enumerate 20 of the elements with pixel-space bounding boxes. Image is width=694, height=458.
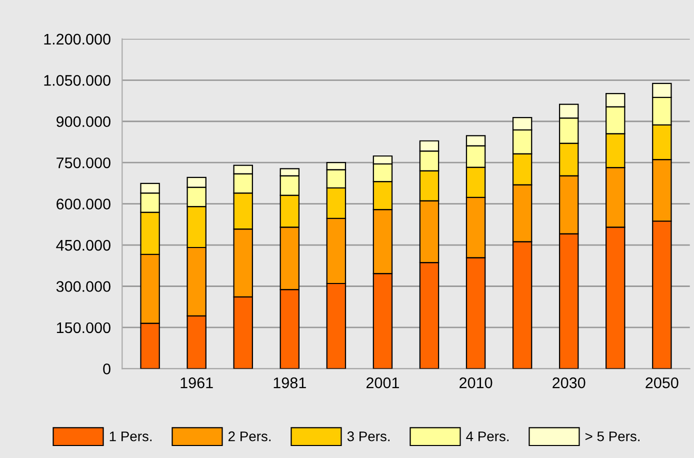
y-tick-label: 1.050.000 xyxy=(44,75,110,86)
legend-label: 4 Pers. xyxy=(466,432,509,442)
y-tick-label: 0 xyxy=(103,364,110,374)
y-tick-label: 900.000 xyxy=(56,116,110,128)
y-tick-label: 1.200.000 xyxy=(44,34,110,45)
y-tick-label: 600.000 xyxy=(56,198,110,210)
legend-label: 3 Pers. xyxy=(347,431,390,442)
x-tick-label: 2010 xyxy=(460,377,492,388)
x-tick-label: 1981 xyxy=(274,377,306,388)
x-tick-label: 2001 xyxy=(366,377,399,388)
y-tick-label: 300.000 xyxy=(56,281,110,292)
x-tick-label: 1961 xyxy=(180,377,213,388)
x-tick-label: 2050 xyxy=(646,377,678,388)
y-tick-label: 750.000 xyxy=(56,157,110,168)
legend-label: 2 Pers. xyxy=(228,431,271,442)
legend-label: > 5 Pers. xyxy=(585,432,640,442)
y-tick-label: 150.000 xyxy=(56,322,110,334)
y-tick-label: 450.000 xyxy=(56,240,110,251)
legend-label: 1 Pers. xyxy=(110,432,152,442)
x-tick-label: 2030 xyxy=(552,377,586,388)
